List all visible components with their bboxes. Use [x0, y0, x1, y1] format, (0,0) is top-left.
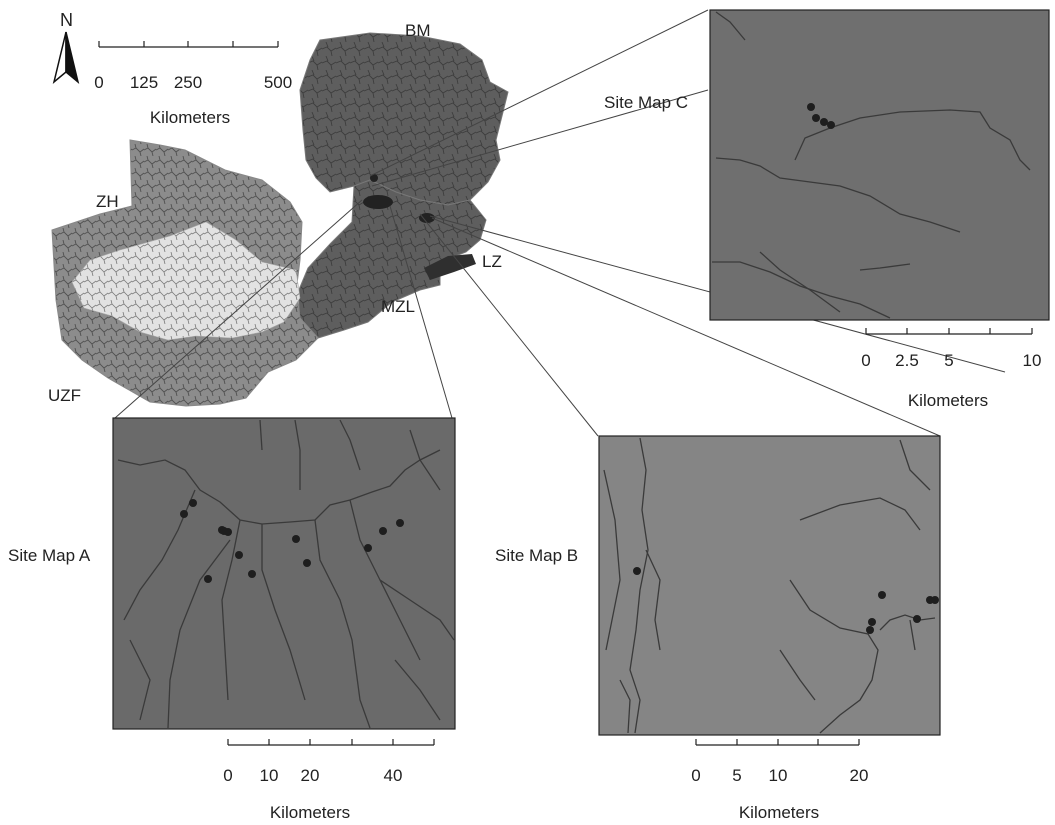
region-mzl	[297, 179, 487, 339]
site-map-a-scale-tick-2: 20	[301, 766, 320, 785]
region-label-uzf: UZF	[48, 386, 81, 405]
site-map-a-scale-tick-3: 40	[384, 766, 403, 785]
site-map-c-title: Site Map C	[604, 93, 688, 112]
site-map-a-point-12	[396, 519, 404, 527]
site-cluster-a-marker	[363, 195, 393, 209]
site-map-c: Site Map C 0 2.5 5 10 Kilometers	[604, 9, 1050, 410]
region-label-zh: ZH	[96, 192, 119, 211]
site-map-b-point-4	[866, 626, 874, 634]
site-map-c-scale-tick-2: 5	[944, 351, 953, 370]
site-map-b-scale-tick-2: 10	[769, 766, 788, 785]
site-map-b-scale-tick-1: 5	[732, 766, 741, 785]
site-cluster-b-marker	[419, 213, 435, 223]
site-map-a-scale-bar: 0 10 20 40 Kilometers	[223, 739, 435, 822]
north-arrow: N	[52, 10, 80, 85]
site-map-b-title: Site Map B	[495, 546, 578, 565]
site-map-a-scale-tick-0: 0	[223, 766, 232, 785]
main-scale-tick-2: 250	[174, 73, 202, 92]
main-scale-tick-1: 125	[130, 73, 158, 92]
site-map-a-point-7	[204, 575, 212, 583]
site-map-c-scale-tick-1: 2.5	[895, 351, 919, 370]
site-map-a-rivers	[117, 419, 455, 729]
main-scale-unit: Kilometers	[150, 108, 230, 127]
site-map-b-scale-bar: 0 5 10 20 Kilometers	[691, 739, 868, 822]
north-arrow-icon	[52, 31, 67, 85]
site-map-b-panel	[598, 435, 941, 736]
site-map-a-point-1	[180, 510, 188, 518]
region-uzf	[71, 221, 301, 341]
site-map-b-point-2	[878, 591, 886, 599]
site-map-a-point-6	[248, 570, 256, 578]
site-map-a-scale-unit: Kilometers	[270, 803, 350, 822]
main-scale-tick-0: 0	[94, 73, 103, 92]
site-map-a-point-5	[235, 551, 243, 559]
site-map-a-point-2	[189, 499, 197, 507]
site-map-b: Site Map B 0 5 10 20 Kilometers	[495, 435, 941, 822]
site-map-a-scale-tick-1: 10	[260, 766, 279, 785]
site-map-a-title: Site Map A	[8, 546, 91, 565]
site-map-a-panel	[112, 417, 456, 730]
site-map-c-scale-unit: Kilometers	[908, 391, 988, 410]
site-map-b-point-5	[913, 615, 921, 623]
site-cluster-c-marker	[370, 174, 378, 182]
region-lz	[424, 254, 476, 280]
north-arrow-label: N	[60, 10, 73, 30]
main-scale-tick-3: 500	[264, 73, 292, 92]
site-map-b-scale-tick-0: 0	[691, 766, 700, 785]
site-map-c-point-3	[820, 118, 828, 126]
site-map-a-point-8	[292, 535, 300, 543]
site-map-c-point-1	[807, 103, 815, 111]
site-map-c-scale-tick-3: 10	[1023, 351, 1042, 370]
site-map-b-scale-unit: Kilometers	[739, 803, 819, 822]
site-map-b-scale-tick-3: 20	[850, 766, 869, 785]
main-scale-bar: 0 125 250 500 Kilometers	[94, 41, 292, 127]
site-map-c-scale-bar: 0 2.5 5 10 Kilometers	[861, 328, 1041, 410]
site-map-c-points	[807, 103, 835, 129]
site-map-b-point-7	[931, 596, 939, 604]
site-map-b-point-1	[633, 567, 641, 575]
region-bm	[299, 32, 509, 206]
site-map-c-point-2	[812, 114, 820, 122]
site-map-b-rivers	[603, 437, 936, 734]
site-map-a-point-10	[364, 544, 372, 552]
country-map: BM ZH LZ MZL UZF	[48, 21, 509, 407]
north-arrow-shade	[65, 31, 80, 85]
site-map-a-points	[180, 499, 404, 583]
site-map-a-point-9	[303, 559, 311, 567]
site-map-a: Site Map A 0 10 20 40 Kilometers	[8, 417, 456, 822]
site-map-a-point-11	[379, 527, 387, 535]
region-label-mzl: MZL	[381, 297, 415, 316]
region-label-bm: BM	[405, 21, 431, 40]
site-map-a-point-13	[220, 527, 228, 535]
site-map-c-rivers	[712, 11, 1031, 319]
site-map-b-point-3	[868, 618, 876, 626]
site-map-c-panel	[709, 9, 1050, 321]
site-map-c-point-4	[827, 121, 835, 129]
region-label-lz: LZ	[482, 252, 502, 271]
site-map-b-points	[633, 567, 939, 634]
site-map-c-scale-tick-0: 0	[861, 351, 870, 370]
